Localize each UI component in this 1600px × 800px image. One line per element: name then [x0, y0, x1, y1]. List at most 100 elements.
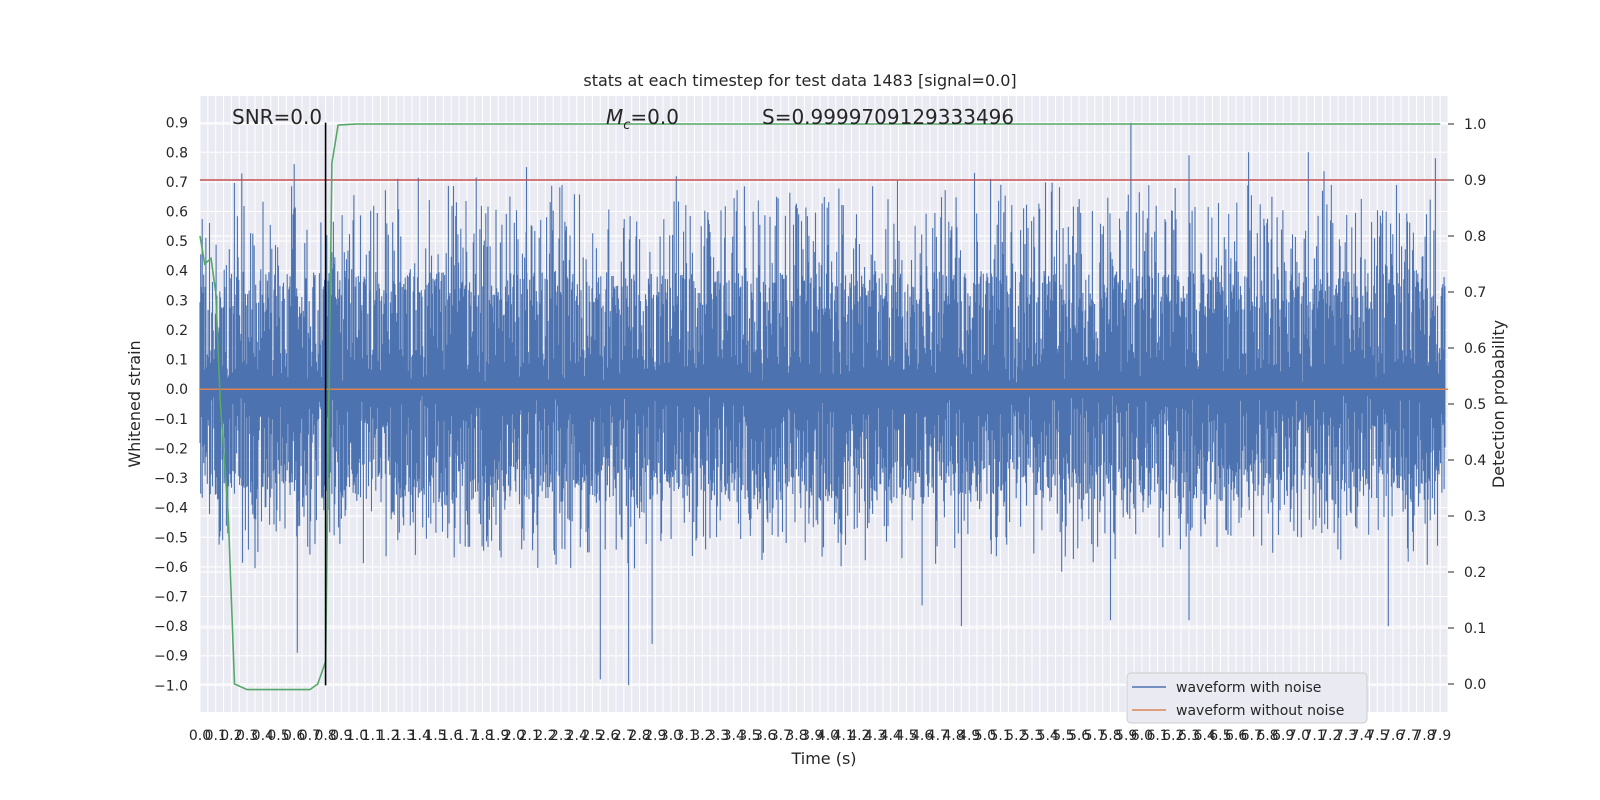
- x-tick-label: 0.4: [252, 728, 274, 744]
- x-axis-ticks: 0.00.10.20.30.40.50.60.70.80.91.01.11.21…: [189, 728, 1451, 744]
- legend: waveform with noise waveform without noi…: [1126, 672, 1368, 724]
- x-tick-label: 0.9: [330, 728, 352, 744]
- x-tick-label: 5.6: [1068, 728, 1090, 744]
- left-y-tick-label: 0.7: [166, 175, 188, 191]
- x-tick-label: 2.4: [566, 728, 588, 744]
- left-y-axis-label: Whitened strain: [125, 340, 144, 467]
- right-y-tick-label: 0.5: [1464, 397, 1486, 413]
- x-tick-label: 1.6: [440, 728, 462, 744]
- right-y-tick-label: 0.2: [1464, 565, 1486, 581]
- x-tick-label: 0.6: [283, 728, 305, 744]
- left-y-tick-label: 0.0: [166, 382, 188, 398]
- x-tick-label: 6.9: [1272, 728, 1294, 744]
- x-tick-label: 7.3: [1335, 728, 1357, 744]
- left-y-tick-label: 0.8: [166, 145, 188, 161]
- x-tick-label: 2.0: [503, 728, 525, 744]
- x-tick-label: 1.4: [409, 728, 431, 744]
- x-tick-label: 3.2: [691, 728, 713, 744]
- x-tick-label: 7.7: [1398, 728, 1420, 744]
- x-tick-label: 7.2: [1319, 728, 1341, 744]
- left-y-tick-label: 0.3: [166, 293, 188, 309]
- x-tick-label: 5.5: [1052, 728, 1074, 744]
- chirp-mass-annotation: Mc=0.0: [606, 105, 679, 133]
- detection-score-annotation: S=0.9999709129333496: [762, 105, 1014, 129]
- snr-annotation: SNR=0.0: [232, 105, 322, 129]
- x-tick-label: 7.8: [1413, 728, 1435, 744]
- right-y-tick-label: 1.0: [1464, 117, 1486, 133]
- x-tick-label: 3.3: [707, 728, 729, 744]
- x-tick-label: 6.4: [1194, 728, 1216, 744]
- right-y-axis-label: Detection probability: [1489, 320, 1508, 488]
- x-tick-label: 1.1: [362, 728, 384, 744]
- x-tick-label: 4.3: [864, 728, 886, 744]
- x-tick-label: 4.5: [895, 728, 917, 744]
- left-y-tick-label: 0.1: [166, 353, 188, 369]
- left-y-tick-label: 0.4: [166, 264, 188, 280]
- x-tick-label: 2.2: [534, 728, 556, 744]
- series-waveform-with-noise: [199, 122, 1446, 686]
- right-y-tick-label: 0.6: [1464, 341, 1486, 357]
- right-y-tick-label: 0.4: [1464, 453, 1486, 469]
- x-tick-label: 2.1: [519, 728, 541, 744]
- x-tick-label: 1.8: [471, 728, 493, 744]
- x-tick-label: 5.4: [1037, 728, 1059, 744]
- left-y-tick-label: −0.3: [154, 471, 188, 487]
- legend-label-clean: waveform without noise: [1176, 703, 1344, 719]
- x-tick-label: 6.5: [1209, 728, 1231, 744]
- right-y-tick-label: 0.7: [1464, 285, 1486, 301]
- right-y-tick-label: 0.0: [1464, 677, 1486, 693]
- x-tick-label: 6.7: [1241, 728, 1263, 744]
- x-tick-label: 3.0: [660, 728, 682, 744]
- x-tick-label: 0.5: [267, 728, 289, 744]
- plot-area: SNR=0.0 Mc=0.0 S=0.9999709129333496 wave…: [199, 96, 1449, 724]
- x-tick-label: 4.2: [848, 728, 870, 744]
- left-y-tick-label: −0.4: [154, 501, 188, 517]
- left-y-tick-label: 0.5: [166, 234, 188, 250]
- left-y-tick-label: −0.9: [154, 649, 188, 665]
- legend-box: [1126, 672, 1368, 724]
- series-detection-probability: [199, 123, 1441, 691]
- x-tick-label: 3.8: [785, 728, 807, 744]
- mc-symbol: M: [606, 105, 623, 129]
- x-tick-label: 6.1: [1146, 728, 1168, 744]
- x-tick-label: 3.6: [754, 728, 776, 744]
- x-tick-label: 6.6: [1225, 728, 1247, 744]
- x-tick-label: 2.3: [550, 728, 572, 744]
- left-y-tick-label: 0.2: [166, 323, 188, 339]
- x-tick-label: 4.7: [927, 728, 949, 744]
- x-tick-label: 0.8: [314, 728, 336, 744]
- x-tick-label: 1.2: [377, 728, 399, 744]
- x-axis-label: Time (s): [790, 749, 856, 768]
- mc-subscript: c: [623, 118, 630, 133]
- x-tick-label: 6.8: [1256, 728, 1278, 744]
- x-tick-label: 0.3: [236, 728, 258, 744]
- x-tick-label: 0.2: [220, 728, 242, 744]
- right-y-tick-label: 0.8: [1464, 229, 1486, 245]
- x-tick-label: 3.1: [676, 728, 698, 744]
- x-tick-label: 1.9: [487, 728, 509, 744]
- right-y-axis-ticks: 1.0 0.9 0.8 0.7 0.6 0.5 0.4 0.3 0.2 0.1 0.0: [1448, 117, 1486, 693]
- chart-title: stats at each timestep for test data 148…: [583, 71, 1016, 90]
- x-tick-label: 6.0: [1131, 728, 1153, 744]
- x-tick-label: 7.0: [1288, 728, 1310, 744]
- x-tick-label: 1.3: [393, 728, 415, 744]
- x-tick-label: 2.9: [644, 728, 666, 744]
- right-y-tick-label: 0.9: [1464, 173, 1486, 189]
- x-tick-label: 2.5: [581, 728, 603, 744]
- x-tick-label: 7.4: [1351, 728, 1373, 744]
- x-tick-label: 4.6: [911, 728, 933, 744]
- x-tick-label: 5.7: [1084, 728, 1106, 744]
- left-y-tick-label: −0.8: [154, 619, 188, 635]
- x-tick-label: 2.6: [597, 728, 619, 744]
- x-tick-label: 2.8: [628, 728, 650, 744]
- legend-label-noise: waveform with noise: [1176, 680, 1321, 696]
- right-y-tick-label: 0.3: [1464, 509, 1486, 525]
- left-y-tick-label: −1.0: [154, 678, 188, 694]
- x-tick-label: 1.0: [346, 728, 368, 744]
- x-tick-label: 3.7: [770, 728, 792, 744]
- x-tick-label: 7.9: [1429, 728, 1451, 744]
- right-y-tick-label: 0.1: [1464, 621, 1486, 637]
- left-y-tick-label: 0.9: [166, 116, 188, 132]
- x-tick-label: 6.2: [1162, 728, 1184, 744]
- x-tick-label: 5.9: [1115, 728, 1137, 744]
